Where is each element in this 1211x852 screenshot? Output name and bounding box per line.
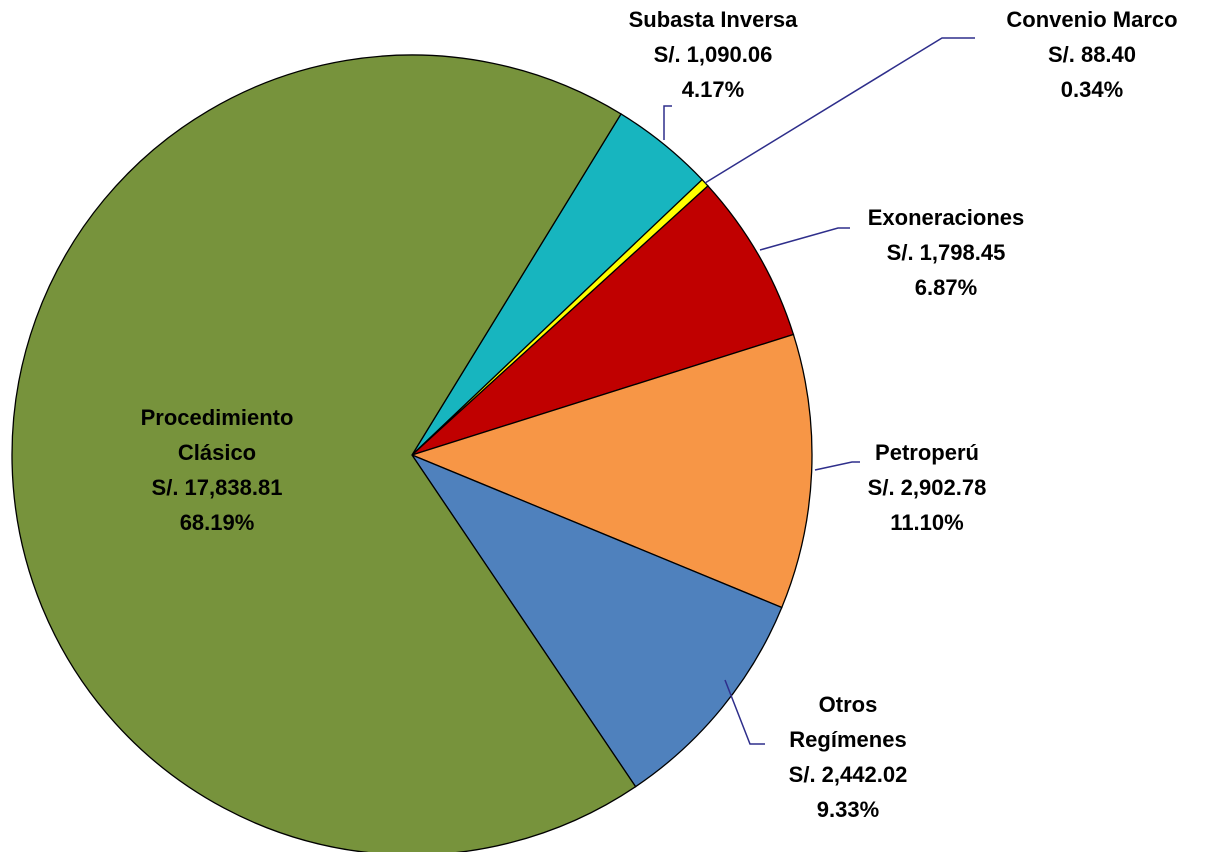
slice	[410, 333, 813, 609]
leader-line	[663, 105, 672, 140]
leader-line	[704, 37, 975, 184]
value-label: S/. 2,902.78	[867, 475, 987, 500]
category-label: Otros Regímenes	[789, 692, 907, 752]
data-label: Petroperú S/. 2,902.78 11.10%	[797, 435, 1057, 540]
percent-label: 4.17%	[681, 77, 745, 102]
data-label: Procedimiento Clásico S/. 17,838.81 68.19%	[117, 400, 317, 540]
category-label: Convenio Marco	[1006, 7, 1178, 32]
value-label: S/. 17,838.81	[151, 475, 283, 500]
percent-label: 11.10%	[890, 510, 964, 535]
slice	[11, 54, 637, 852]
percent-label: 6.87%	[914, 275, 978, 300]
data-label: Exoneraciones S/. 1,798.45 6.87%	[816, 200, 1076, 305]
slice	[410, 453, 783, 788]
value-label: S/. 1,090.06	[653, 42, 773, 67]
value-label: S/. 88.40	[1047, 42, 1137, 67]
category-label: Exoneraciones	[867, 205, 1025, 230]
value-label: S/. 2,442.02	[788, 762, 908, 787]
value-label: S/. 1,798.45	[886, 240, 1006, 265]
percent-label: 9.33%	[816, 797, 880, 822]
leader-line	[814, 461, 860, 471]
leader-line	[724, 679, 765, 745]
data-label: Subasta Inversa S/. 1,090.06 4.17%	[583, 2, 843, 107]
data-label: Otros Regímenes S/. 2,442.02 9.33%	[763, 687, 933, 827]
pie	[11, 54, 813, 852]
category-label: Petroperú	[875, 440, 979, 465]
percent-label: 0.34%	[1060, 77, 1124, 102]
category-label: Subasta Inversa	[628, 7, 798, 32]
leader-line	[759, 227, 850, 251]
slice	[411, 184, 795, 456]
category-label: Procedimiento Clásico	[140, 405, 294, 465]
percent-label: 68.19%	[179, 510, 255, 535]
data-label: Convenio Marco S/. 88.40 0.34%	[962, 2, 1211, 107]
